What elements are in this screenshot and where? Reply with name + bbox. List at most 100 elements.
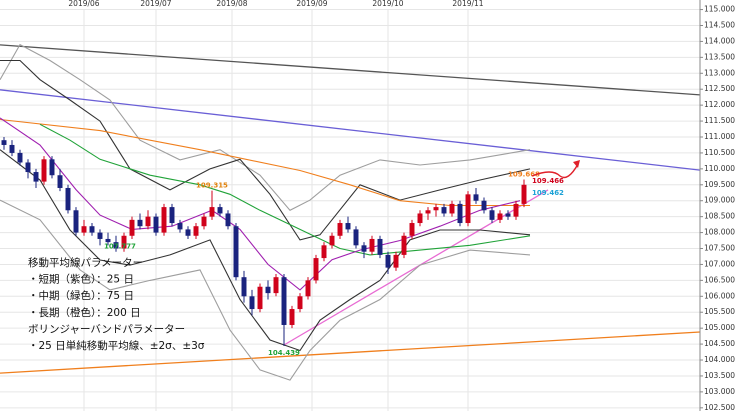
candle-body xyxy=(305,280,311,297)
candle-body xyxy=(249,296,255,310)
candle-body xyxy=(49,159,55,176)
candle-body xyxy=(257,286,263,310)
note-text: ボリンジャーバンドパラメーター xyxy=(28,323,185,335)
price-label: 109.462 xyxy=(532,189,564,197)
candle-body xyxy=(89,226,95,233)
candle-body xyxy=(361,245,367,252)
candle-body xyxy=(161,207,167,233)
candle-body xyxy=(129,219,135,236)
candle-body xyxy=(441,207,447,214)
candle-body xyxy=(273,277,279,294)
x-tick-label: 2019/06 xyxy=(68,0,99,8)
candle-body xyxy=(457,203,463,224)
note-text: ・短期（紫色）：25 日 xyxy=(28,273,134,286)
arrow-head xyxy=(573,160,580,168)
trend-line xyxy=(0,331,701,374)
price-label: 104.439 xyxy=(268,349,300,357)
x-tick-label: 2019/10 xyxy=(372,0,403,8)
y-tick-label: 113.500 xyxy=(704,52,735,61)
candle-body xyxy=(329,235,335,246)
indicator-line xyxy=(0,118,530,207)
candle-body xyxy=(105,238,111,243)
price-label: 109.466 xyxy=(532,177,564,185)
y-tick-label: 114.000 xyxy=(704,36,735,45)
candle-body xyxy=(241,277,247,297)
candle-body xyxy=(33,172,39,182)
y-tick-label: 107.000 xyxy=(704,259,735,268)
candle-body xyxy=(401,235,407,255)
candle-body xyxy=(25,162,31,173)
candle-body xyxy=(1,140,7,145)
candle-body xyxy=(513,203,519,217)
candle-body xyxy=(353,229,359,246)
candle-body xyxy=(97,232,103,239)
y-tick-label: 105.500 xyxy=(704,307,735,316)
note-text: ・25 日単純移動平均線、±2σ、±3σ xyxy=(28,339,205,352)
candle-body xyxy=(201,216,207,227)
candle-body xyxy=(321,245,327,259)
candle-body xyxy=(73,210,79,233)
candle-body xyxy=(169,207,175,224)
trend-line xyxy=(283,189,549,346)
axis-panel xyxy=(700,0,740,411)
indicator-line xyxy=(0,43,531,211)
candle-body xyxy=(409,223,415,236)
candle-body xyxy=(121,235,127,249)
y-tick-label: 110.500 xyxy=(704,148,735,157)
candle-body xyxy=(521,184,527,204)
candle-body xyxy=(57,175,63,188)
y-tick-label: 113.000 xyxy=(704,68,735,77)
y-tick-label: 111.500 xyxy=(704,116,735,125)
y-tick-label: 115.000 xyxy=(704,5,735,14)
candle-body xyxy=(225,213,231,227)
candle-body xyxy=(505,213,511,217)
y-tick-label: 112.500 xyxy=(704,84,735,93)
indicator-line xyxy=(0,199,531,381)
candle-body xyxy=(17,152,23,163)
indicator-line xyxy=(0,59,531,241)
candle-body xyxy=(313,258,319,281)
grid: 2019/06 2019/07 2019/08 2019/09 2019/10 2019/… xyxy=(0,0,700,411)
x-tick-label: 2019/07 xyxy=(140,0,171,8)
indicator-line xyxy=(0,149,531,352)
candle-body xyxy=(473,194,479,201)
candle-body xyxy=(65,187,71,211)
y-tick-label: 102.500 xyxy=(704,403,735,411)
y-tick-label: 110.000 xyxy=(704,164,735,173)
candle-body xyxy=(345,223,351,230)
candle-body xyxy=(137,219,143,227)
y-tick-label: 106.000 xyxy=(704,291,735,300)
trend-line xyxy=(0,44,701,96)
notes: 移動平均線パラメーター・短期（紫色）：25 日・中期（緑色）：75 日・長期（橙… xyxy=(28,256,205,352)
candle-body xyxy=(385,254,391,268)
price-label: 109.668 xyxy=(508,170,540,178)
candle-body xyxy=(497,213,503,220)
candle-body xyxy=(41,159,47,182)
y-tick-label: 114.500 xyxy=(704,20,735,29)
candle-body xyxy=(113,242,119,249)
candle-body xyxy=(265,286,271,294)
candle-body xyxy=(233,226,239,278)
candle-body xyxy=(369,238,375,252)
candle-body xyxy=(281,277,287,325)
y-tick-label: 112.000 xyxy=(704,100,735,109)
indicator-line xyxy=(0,117,521,291)
x-tick-label: 2019/09 xyxy=(296,0,327,8)
candle-body xyxy=(185,229,191,236)
y-tick-label: 103.500 xyxy=(704,371,735,380)
candle-body xyxy=(177,223,183,230)
candle-body xyxy=(217,207,223,214)
y-tick-label: 109.500 xyxy=(704,180,735,189)
y-tick-label: 103.000 xyxy=(704,387,735,396)
candle-body xyxy=(153,216,159,233)
candle-body xyxy=(377,238,383,255)
forecast-arrow xyxy=(531,163,579,179)
candle-body xyxy=(337,223,343,236)
y-tick-label: 104.500 xyxy=(704,339,735,348)
y-tick-label: 108.500 xyxy=(704,212,735,221)
y-tick-label: 107.500 xyxy=(704,244,735,253)
candle-body xyxy=(417,213,423,224)
x-tick-label: 2019/11 xyxy=(452,0,483,8)
candle-body xyxy=(9,144,15,153)
